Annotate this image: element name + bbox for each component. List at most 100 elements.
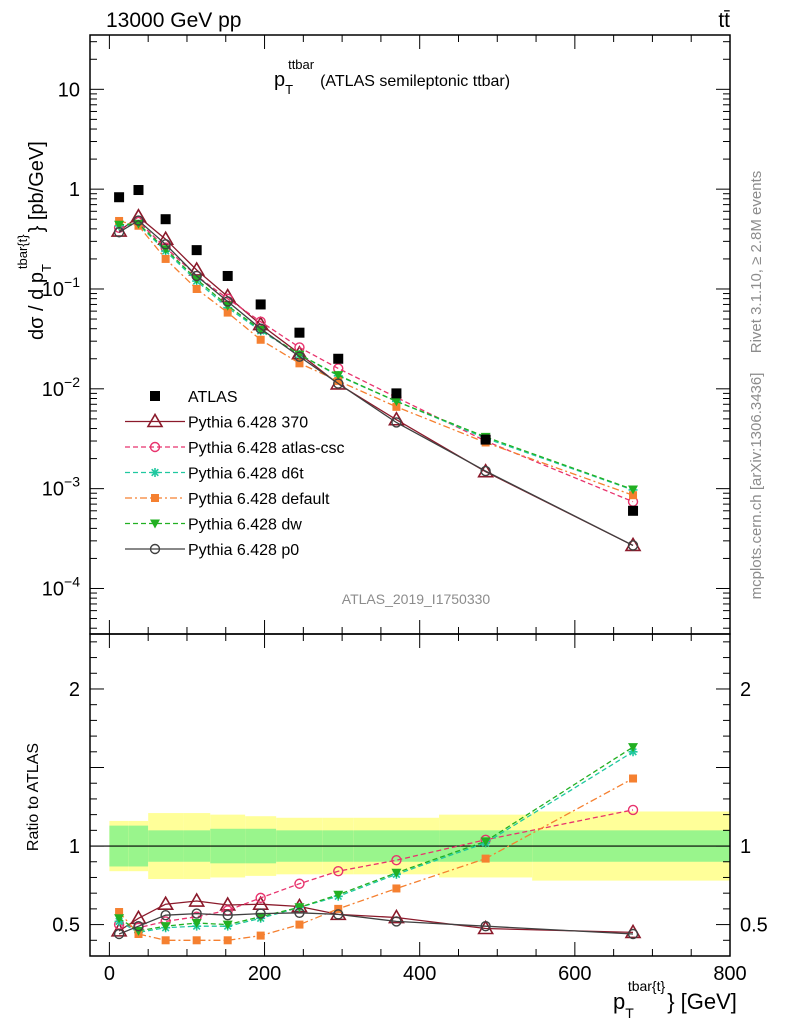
ratio-point-pythia-6-428-default <box>192 936 201 945</box>
ratio-point-pythia-6-428-dw <box>391 868 402 878</box>
point-pythia-6-428-dw <box>333 371 344 381</box>
point-pythia-6-428-p0 <box>133 215 144 226</box>
ratio-point-pythia-6-428-p0 <box>133 920 144 932</box>
ratio-point-pythia-6-428-dw <box>191 919 202 929</box>
ratio-point-pythia-6-428-370 <box>157 895 175 910</box>
ratio-point-pythia-6-428-dw <box>114 914 125 924</box>
ratio-point-pythia-6-428-dw <box>628 743 639 753</box>
x-tick-label: 0 <box>104 963 115 985</box>
series-line-pythia-6-428-dw <box>119 223 634 491</box>
data-point-atlas <box>391 388 402 399</box>
point-pythia-6-428-p0 <box>222 296 233 307</box>
point-pythia-6-428-370 <box>188 261 206 276</box>
point-pythia-6-428-p0 <box>480 465 491 477</box>
rivet-version-label: Rivet 3.1.10, ≥ 2.8M events <box>748 171 765 354</box>
ratio-series-pythia-6-428-p0 <box>113 907 639 940</box>
main-y-tick-label: 1 <box>69 179 80 201</box>
data-point-atlas <box>294 327 305 338</box>
data-point-atlas <box>628 505 639 516</box>
main-frame <box>89 34 731 635</box>
legend-label-atlas: ATLAS <box>188 389 238 406</box>
ratio-point-pythia-6-428-370 <box>110 922 128 937</box>
data-point-atlas <box>480 434 491 445</box>
point-pythia-6-428-default <box>192 284 201 293</box>
data-point-atlas <box>333 353 344 364</box>
main-y-tick-label: 10−1 <box>42 274 80 301</box>
ratio-point-pythia-6-428-p0 <box>113 928 125 940</box>
legend: ATLAS Pythia 6.428 370 Pythia 6.428 atlas-… <box>125 389 345 559</box>
point-pythia-6-428-default <box>161 254 170 263</box>
x-label-main: p <box>613 989 625 1014</box>
ratio-point-pythia-6-428-default <box>115 908 124 917</box>
x-label-sup: tbar{t} <box>628 978 666 994</box>
point-pythia-6-428-default <box>629 491 638 500</box>
ratio-point-pythia-6-428-atlas-csc <box>333 865 344 877</box>
series-pythia-6-428-atlas-csc <box>113 216 639 507</box>
ratio-point-pythia-6-428-atlas-csc <box>391 854 402 866</box>
legend-marker-atlas <box>150 391 160 401</box>
main-y-label-main: dσ / d p <box>26 272 48 340</box>
ratio-y-tick-label-right: 1 <box>740 836 751 858</box>
ratio-point-pythia-6-428-p0 <box>222 909 233 921</box>
ratio-y-tick-label-right: 2 <box>740 679 751 701</box>
ratio-line-pythia-6-428-370 <box>118 900 634 934</box>
x-label-sub: T <box>625 1005 634 1021</box>
series-line-pythia-6-428-default <box>118 220 634 496</box>
legend-label-pythia-6-428-atlas-csc: Pythia 6.428 atlas-csc <box>188 440 345 457</box>
ratio-y-label: Ratio to ATLAS <box>25 743 42 851</box>
x-tick-label: 800 <box>713 963 746 985</box>
legend-entry-atlas: ATLAS <box>150 389 238 406</box>
ratio-point-pythia-6-428-p0 <box>391 916 402 927</box>
point-pythia-6-428-p0 <box>255 323 266 334</box>
point-pythia-6-428-p0 <box>191 270 202 282</box>
point-pythia-6-428-p0 <box>113 227 125 238</box>
ratio-point-pythia-6-428-dw <box>255 912 266 922</box>
ratio-point-pythia-6-428-default <box>161 936 170 945</box>
legend-label-pythia-6-428-dw: Pythia 6.428 dw <box>188 517 302 534</box>
legend-entry-pythia-6-428-default: Pythia 6.428 default <box>125 491 330 508</box>
point-pythia-6-428-370 <box>477 463 495 478</box>
data-point-atlas <box>114 192 125 203</box>
legend-entry-pythia-6-428-dw: Pythia 6.428 dw <box>125 517 302 534</box>
point-pythia-6-428-p0 <box>391 417 402 428</box>
ratio-frame <box>89 633 731 957</box>
legend-marker-pythia-6-428-370 <box>146 412 164 428</box>
energy-label: 13000 GeV pp <box>106 9 241 32</box>
point-pythia-6-428-dw <box>255 325 266 335</box>
main-plot-content <box>110 185 642 552</box>
ratio-plot-content <box>90 743 730 945</box>
series-line-pythia-6-428-d6t <box>119 224 634 491</box>
main-y-tick-label: 10−2 <box>42 374 80 401</box>
data-point-atlas <box>255 299 266 310</box>
legend-label-pythia-6-428-p0: Pythia 6.428 p0 <box>188 542 299 559</box>
point-pythia-6-428-p0 <box>627 540 639 551</box>
point-pythia-6-428-default <box>295 359 304 368</box>
ratio-point-pythia-6-428-default <box>334 904 343 913</box>
ratio-point-pythia-6-428-default <box>392 884 401 893</box>
main-y-tick-label: 10−4 <box>42 573 80 600</box>
x-tick-label: 400 <box>403 963 436 985</box>
series-line-pythia-6-428-p0 <box>118 219 634 546</box>
legend-entry-pythia-6-428-d6t: Pythia 6.428 d6t <box>125 466 304 483</box>
series-pythia-6-428-p0 <box>113 215 639 551</box>
legend-marker-pythia-6-428-d6t <box>150 468 160 477</box>
ratio-panel: 0.5 0.5 1 1 2 2 0 200 400 600 800 Ratio to ATLAS p… <box>25 633 768 1021</box>
ratio-point-pythia-6-428-p0 <box>191 908 202 919</box>
legend-entry-pythia-6-428-p0: Pythia 6.428 p0 <box>125 542 299 559</box>
legend-label-pythia-6-428-d6t: Pythia 6.428 d6t <box>188 466 304 483</box>
ratio-point-pythia-6-428-p0 <box>160 909 171 921</box>
legend-entry-pythia-6-428-370: Pythia 6.428 370 <box>125 412 308 432</box>
data-point-atlas <box>222 270 233 281</box>
ratio-point-pythia-6-428-default <box>629 774 638 783</box>
ratio-point-pythia-6-428-dw <box>333 890 344 900</box>
series-atlas-data <box>114 185 639 516</box>
legend-marker-pythia-6-428-atlas-csc <box>149 441 161 453</box>
mcplots-label: mcplots.cern.ch [arXiv:1306.3436] <box>748 373 765 600</box>
x-axis-label: pTtbar{t}} [GeV] <box>613 978 737 1021</box>
point-pythia-6-428-default <box>223 308 232 317</box>
ratio-line-pythia-6-428-atlas-csc <box>118 809 634 929</box>
ratio-point-pythia-6-428-p0 <box>294 907 305 919</box>
legend-marker-pythia-6-428-p0 <box>149 543 161 555</box>
x-label-rest: } [GeV] <box>667 989 737 1014</box>
